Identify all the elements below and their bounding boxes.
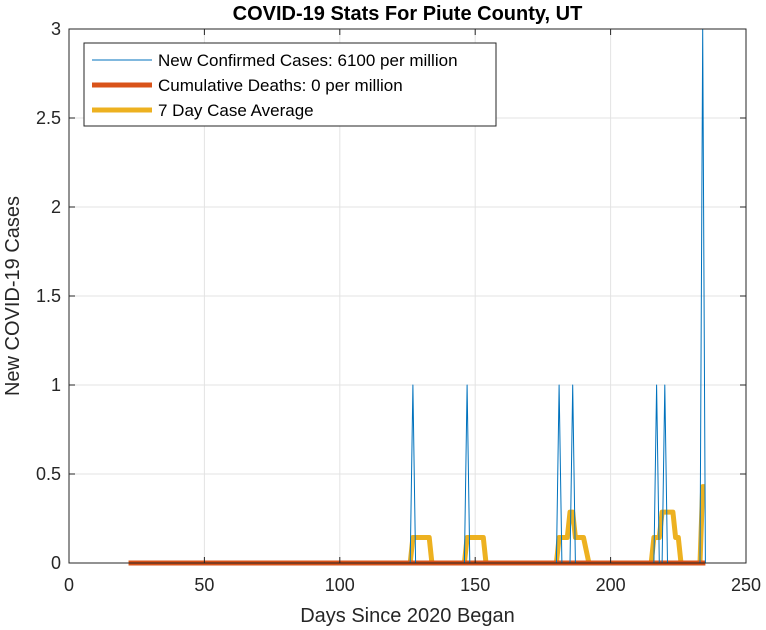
legend-box xyxy=(83,42,497,127)
y-tick-label: 2 xyxy=(51,197,61,217)
y-tick-label: 1.5 xyxy=(36,286,61,306)
y-tick-label: 1 xyxy=(51,375,61,395)
x-tick-label: 100 xyxy=(325,575,355,595)
x-tick-label: 50 xyxy=(194,575,214,595)
y-tick-label: 2.5 xyxy=(36,108,61,128)
y-tick-label: 0.5 xyxy=(36,464,61,484)
legend-label-1: Cumulative Deaths: 0 per million xyxy=(158,76,403,95)
y-axis-label: New COVID-19 Cases xyxy=(2,196,24,396)
legend-label-2: 7 Day Case Average xyxy=(158,101,314,120)
x-tick-label: 200 xyxy=(596,575,626,595)
x-tick-label: 150 xyxy=(460,575,490,595)
y-tick-label: 0 xyxy=(51,553,61,573)
x-tick-label: 0 xyxy=(64,575,74,595)
y-tick-label: 3 xyxy=(51,19,61,39)
x-axis-label: Days Since 2020 Began xyxy=(300,605,515,627)
legend: New Confirmed Cases: 6100 per million Cum… xyxy=(83,42,497,127)
x-tick-label: 250 xyxy=(731,575,761,595)
ticks: 0 50 100 150 200 250 0 0.5 1 1.5 2 2.5 3 xyxy=(36,19,761,595)
chart-title: COVID-19 Stats For Piute County, UT xyxy=(233,3,583,25)
legend-label-0: New Confirmed Cases: 6100 per million xyxy=(158,51,458,70)
